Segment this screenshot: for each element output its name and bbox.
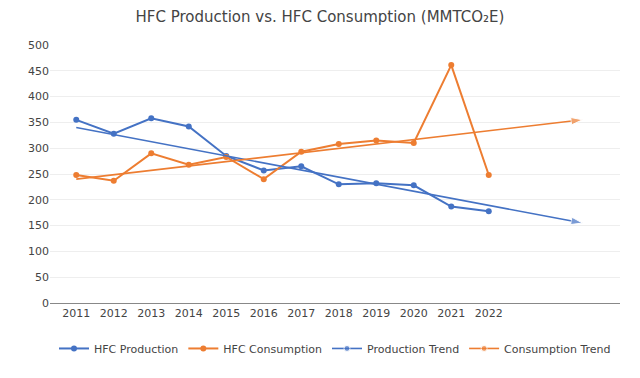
svg-text:350: 350 [28,116,49,129]
svg-text:Consumption Trend: Consumption Trend [504,343,610,356]
svg-text:HFC Consumption: HFC Consumption [223,343,322,356]
svg-text:500: 500 [28,39,49,52]
svg-text:2011: 2011 [62,307,90,320]
svg-text:2020: 2020 [400,307,428,320]
svg-text:250: 250 [28,168,49,181]
svg-text:2012: 2012 [100,307,128,320]
svg-text:300: 300 [28,142,49,155]
svg-text:50: 50 [35,271,49,284]
svg-text:450: 450 [28,65,49,78]
svg-text:HFC Production vs. HFC Consump: HFC Production vs. HFC Consumption (MMTC… [136,8,505,26]
svg-text:2016: 2016 [250,307,278,320]
svg-text:Production Trend: Production Trend [367,343,459,356]
svg-text:2018: 2018 [325,307,353,320]
svg-text:2015: 2015 [212,307,240,320]
svg-text:2022: 2022 [475,307,503,320]
svg-text:0: 0 [42,297,49,310]
svg-text:2013: 2013 [137,307,165,320]
svg-text:2021: 2021 [437,307,465,320]
svg-text:100: 100 [28,245,49,258]
svg-text:2014: 2014 [175,307,203,320]
svg-text:2017: 2017 [287,307,315,320]
svg-text:200: 200 [28,194,49,207]
svg-text:150: 150 [28,219,49,232]
svg-text:400: 400 [28,90,49,103]
svg-text:HFC Production: HFC Production [94,343,178,356]
svg-text:2019: 2019 [362,307,390,320]
